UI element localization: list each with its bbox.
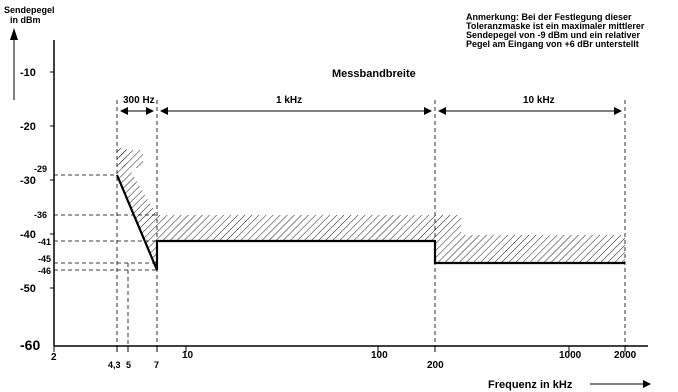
x-tick-label: 4,3 bbox=[108, 360, 121, 370]
y-marker-label: -45 bbox=[38, 254, 51, 264]
hatch-region-1khz bbox=[157, 215, 461, 241]
bandwidth-label-1khz: 1 kHz bbox=[276, 95, 302, 106]
x-tick-label: 2 bbox=[51, 352, 57, 363]
x-axis-title: Frequenz in kHz bbox=[488, 379, 573, 391]
y-tick-label: -10 bbox=[20, 67, 36, 79]
hatch-region-10khz bbox=[435, 235, 625, 263]
x-tick-label: 2000 bbox=[614, 350, 637, 361]
y-marker-label: -29 bbox=[34, 164, 47, 174]
hatched-tolerance-regions bbox=[117, 148, 625, 270]
hatch-region-tick-band bbox=[119, 150, 143, 168]
x-tick-label: 1000 bbox=[559, 350, 582, 361]
y-marker-label: -36 bbox=[34, 210, 47, 220]
annotation-line: Toleranzmaske ist ein maximaler mittlere… bbox=[466, 21, 645, 31]
hatch-region-transition bbox=[117, 148, 157, 270]
y-axis-title-line1: Sendepegel bbox=[4, 5, 55, 15]
annotation-line: Sendepegel von -9 dBm und ein relativer bbox=[466, 30, 641, 40]
annotation-line: Pegel am Eingang von +6 dBr unterstellt bbox=[466, 39, 639, 49]
bandwidth-title: Messbandbreite bbox=[332, 68, 416, 80]
y-tick-label: -50 bbox=[20, 283, 36, 295]
horizontal-guide-lines bbox=[54, 174, 157, 271]
mask-limit-line bbox=[115, 174, 625, 271]
x-tick-label: 7 bbox=[154, 360, 159, 370]
y-tick-label: -30 bbox=[20, 175, 36, 187]
y-tick-label: -40 bbox=[20, 229, 36, 241]
y-axis-title-line2: in dBm bbox=[10, 15, 41, 25]
y-marker-label: -41 bbox=[38, 237, 51, 247]
x-tick-marks bbox=[53, 346, 626, 352]
annotation-line: Anmerkung: Bei der Festlegung dieser bbox=[466, 12, 632, 22]
y-axis-arrow-icon bbox=[10, 28, 18, 40]
x-tick-label: 100 bbox=[371, 350, 388, 361]
bandwidth-label-300hz: 300 Hz bbox=[123, 95, 155, 106]
vertical-guide-lines bbox=[116, 100, 626, 346]
x-tick-label: 10 bbox=[182, 350, 194, 361]
x-tick-label: 5 bbox=[126, 360, 131, 370]
y-marker-label: -46 bbox=[38, 266, 51, 276]
x-tick-label: 200 bbox=[427, 360, 444, 371]
y-tick-marks bbox=[50, 71, 54, 289]
y-tick-label: -20 bbox=[20, 121, 36, 133]
y-tick-label: -60 bbox=[20, 337, 40, 353]
bandwidth-label-10khz: 10 kHz bbox=[523, 95, 555, 106]
